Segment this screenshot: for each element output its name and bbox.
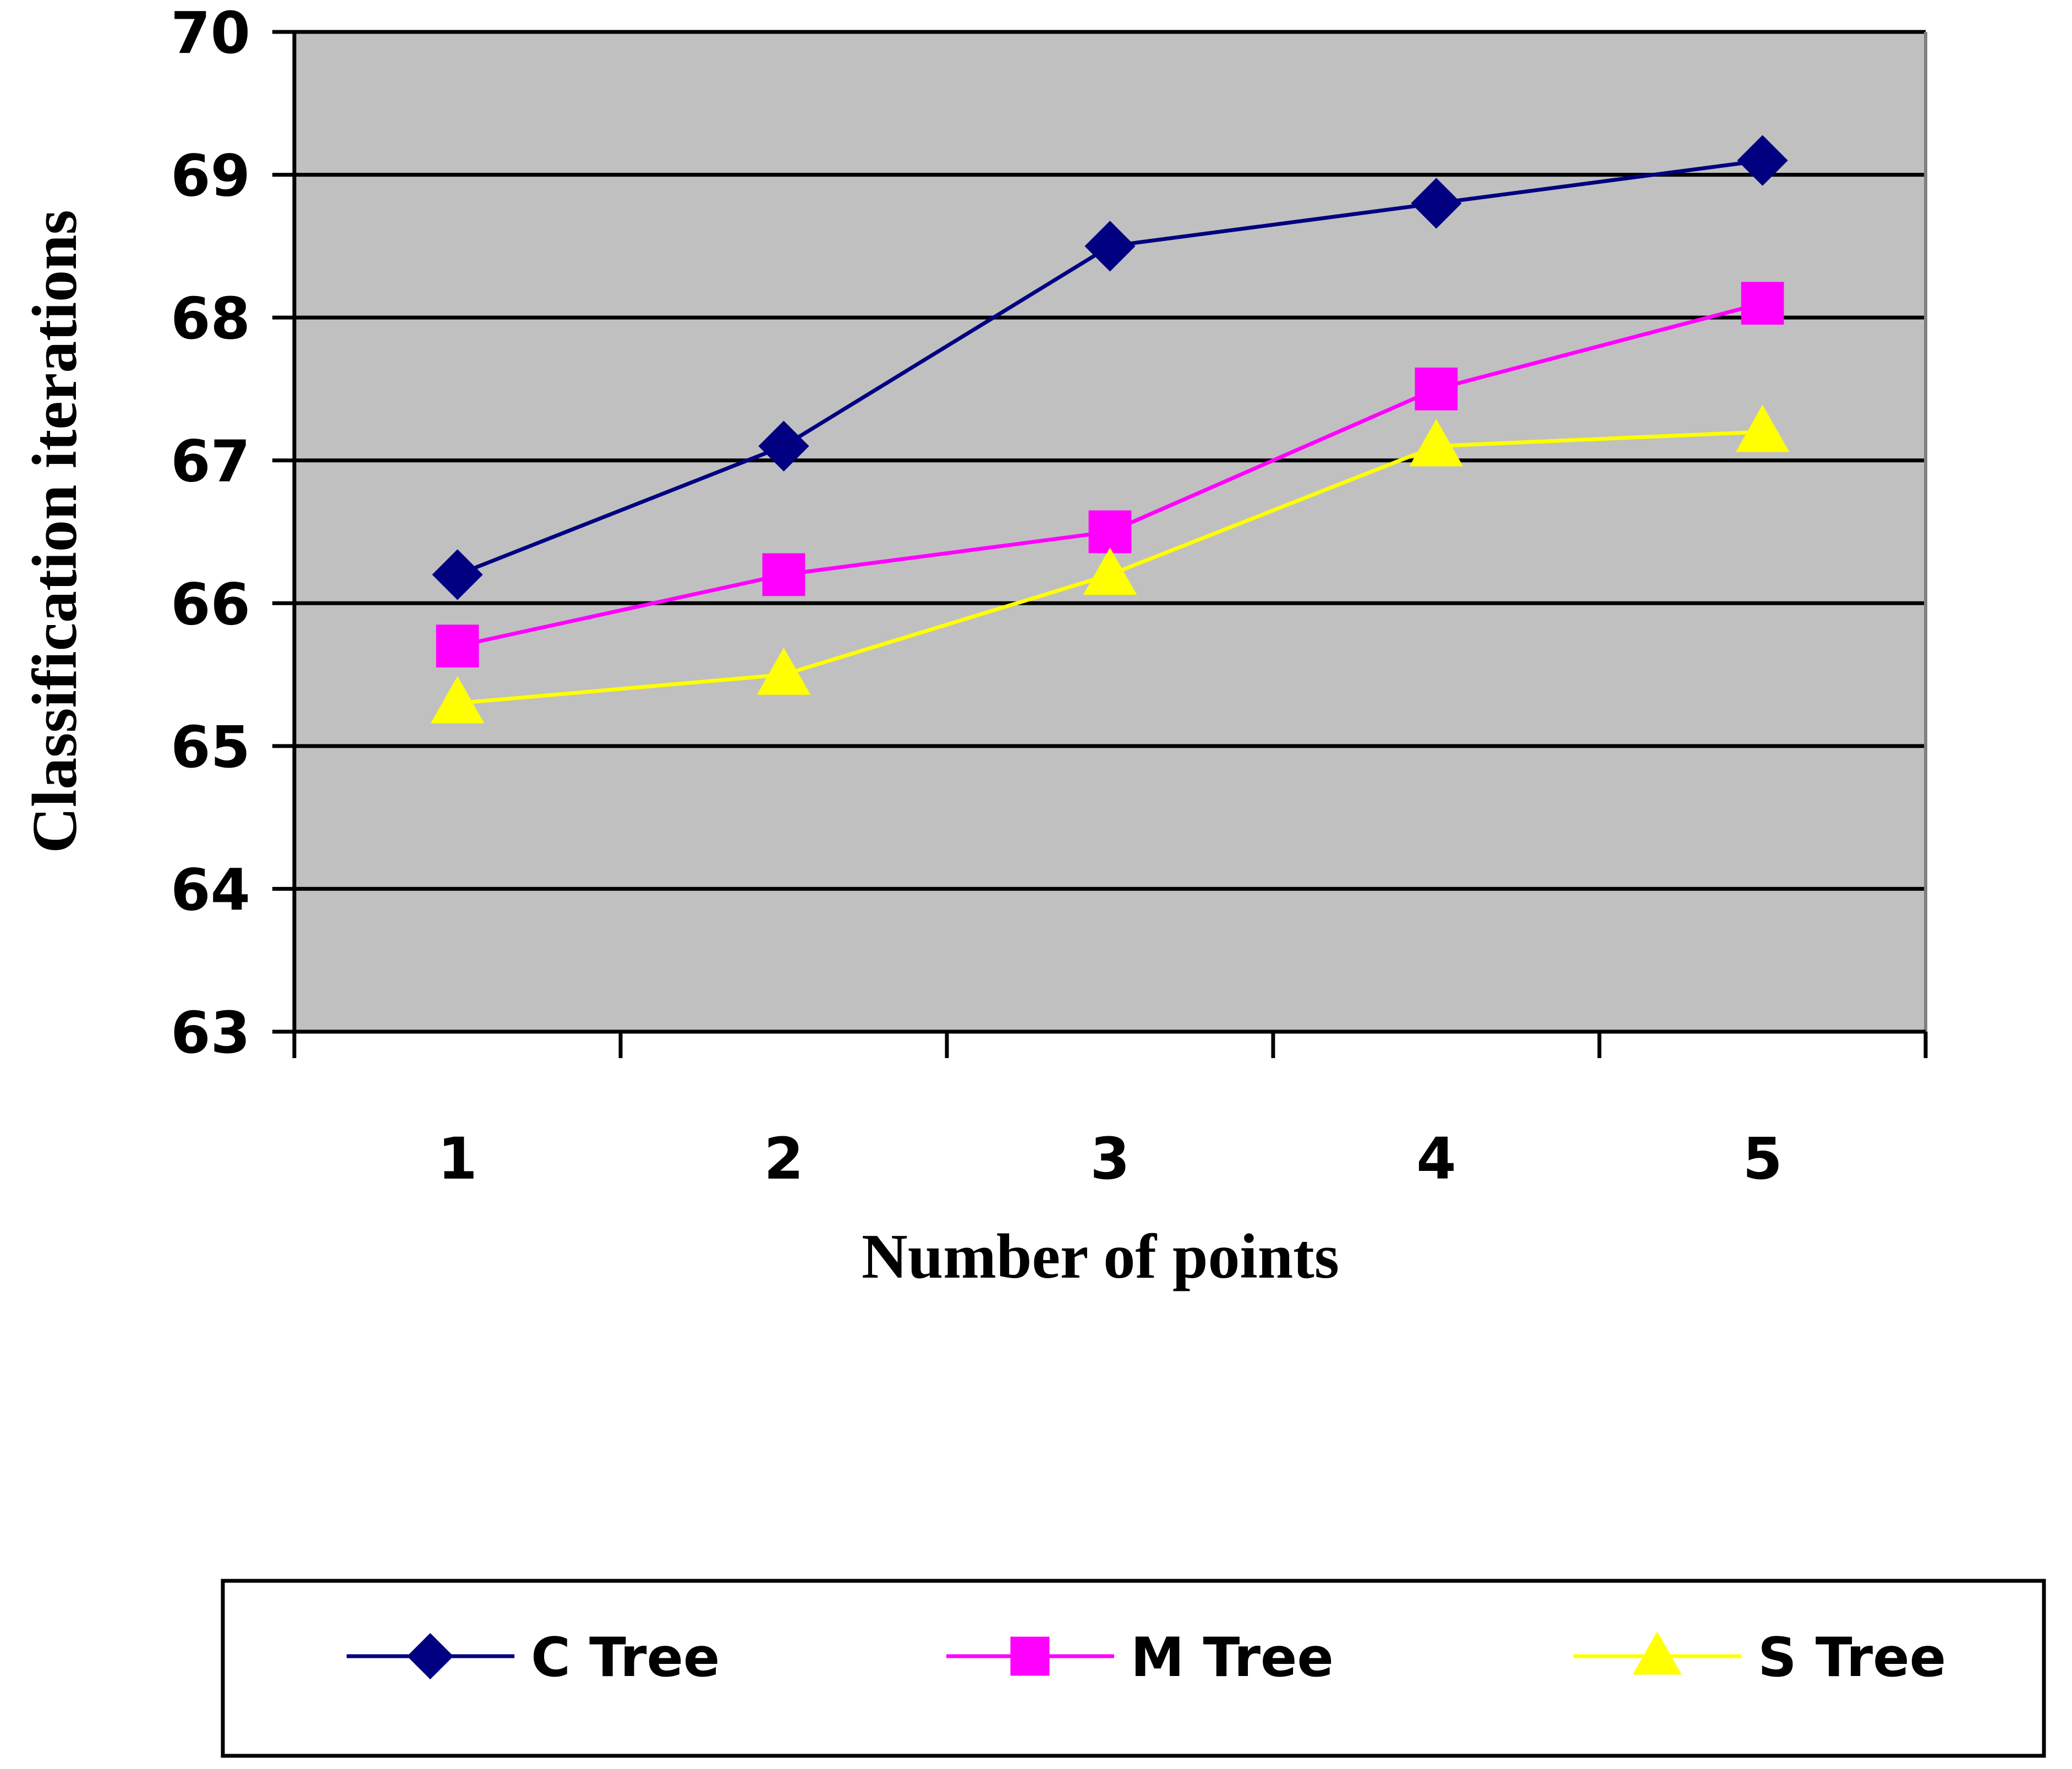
data-point — [436, 625, 479, 668]
data-point — [1083, 547, 1137, 595]
x-tick-label: 1 — [437, 1125, 477, 1192]
y-tick-labels: 63 64 65 66 67 68 69 70 — [171, 0, 250, 1066]
x-axis-title: Number of points — [862, 1222, 1339, 1292]
data-point — [1409, 419, 1463, 467]
data-point — [1084, 221, 1136, 272]
x-tick-label: 4 — [1416, 1125, 1456, 1192]
data-point — [762, 553, 805, 596]
series-s-tree — [430, 404, 1790, 724]
legend-item: M Tree — [946, 1626, 1334, 1689]
data-point — [1735, 404, 1790, 452]
legend-marker — [407, 1633, 454, 1680]
x-tick-label: 3 — [1090, 1125, 1130, 1192]
legend: C Tree M Tree S Tree — [221, 1579, 2046, 1758]
data-point — [1088, 510, 1132, 554]
x-tick-labels: 1 2 3 4 5 — [437, 1125, 1782, 1192]
y-tick-label: 66 — [171, 571, 250, 638]
series-layer — [430, 135, 1790, 724]
data-point — [430, 676, 485, 724]
legend-label: M Tree — [1131, 1626, 1334, 1689]
axes — [272, 30, 1928, 1058]
legend-marker — [1010, 1636, 1050, 1676]
data-point — [757, 647, 811, 695]
data-point — [432, 549, 483, 600]
legend-item: S Tree — [1574, 1626, 1946, 1689]
data-point — [758, 420, 809, 472]
y-tick-label: 64 — [171, 856, 250, 923]
legend-items: C Tree M Tree S Tree — [347, 1626, 1946, 1689]
y-tick-label: 65 — [171, 714, 250, 781]
data-point — [1411, 178, 1462, 229]
y-axis-title: Classification iterations — [20, 210, 90, 853]
legend-label: C Tree — [531, 1626, 720, 1689]
series-m-tree — [436, 282, 1784, 668]
legend-marker — [1632, 1631, 1682, 1675]
legend-box — [221, 1579, 2046, 1758]
data-point — [1741, 282, 1784, 325]
x-tick-label: 2 — [764, 1125, 803, 1192]
y-tick-label: 67 — [171, 428, 250, 495]
y-tick-label: 69 — [171, 143, 250, 210]
data-point — [1737, 135, 1788, 186]
data-point — [1415, 368, 1458, 410]
x-tick-label: 5 — [1742, 1125, 1782, 1192]
legend-label: S Tree — [1758, 1626, 1946, 1689]
y-tick-label: 63 — [171, 999, 250, 1066]
series-c-tree — [432, 135, 1788, 600]
y-tick-label: 68 — [171, 285, 250, 352]
legend-item: C Tree — [347, 1626, 720, 1689]
y-tick-label: 70 — [171, 0, 250, 67]
